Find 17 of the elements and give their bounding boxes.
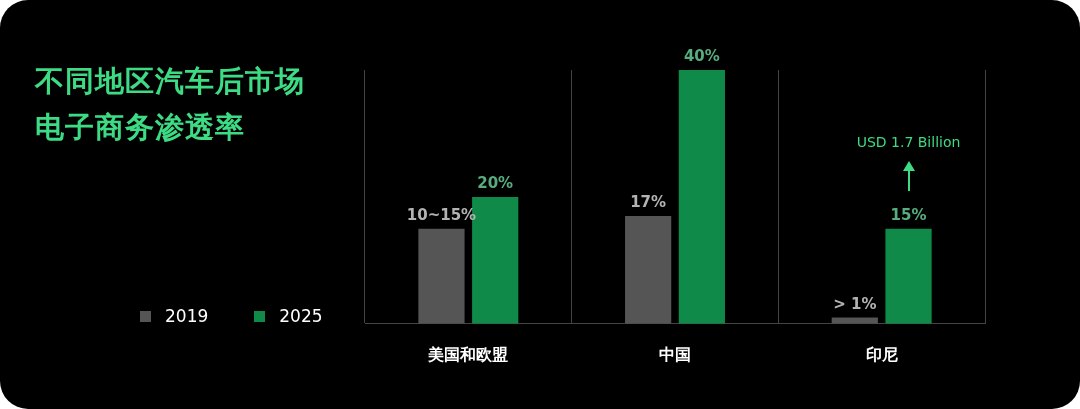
bar xyxy=(678,70,725,324)
data-label: 40% xyxy=(683,47,720,66)
data-label: 15% xyxy=(890,206,927,225)
annotation: USD 1.7 Billion xyxy=(856,134,961,151)
x-tick-label: 美国和欧盟 xyxy=(427,344,509,364)
data-label: 17% xyxy=(630,193,667,212)
bar xyxy=(885,228,932,324)
bar xyxy=(625,215,672,324)
bar xyxy=(418,228,465,324)
data-label: > 1% xyxy=(833,294,877,313)
x-tick-label: 中国 xyxy=(659,344,691,364)
data-label: 20% xyxy=(477,174,514,193)
legend-label: 2025 xyxy=(279,306,323,326)
legend-label: 2019 xyxy=(165,306,209,326)
bar xyxy=(831,317,878,324)
x-tick-label: 印尼 xyxy=(865,344,898,364)
text: 不同地区汽车后市场电子商务渗透率 xyxy=(35,63,306,146)
